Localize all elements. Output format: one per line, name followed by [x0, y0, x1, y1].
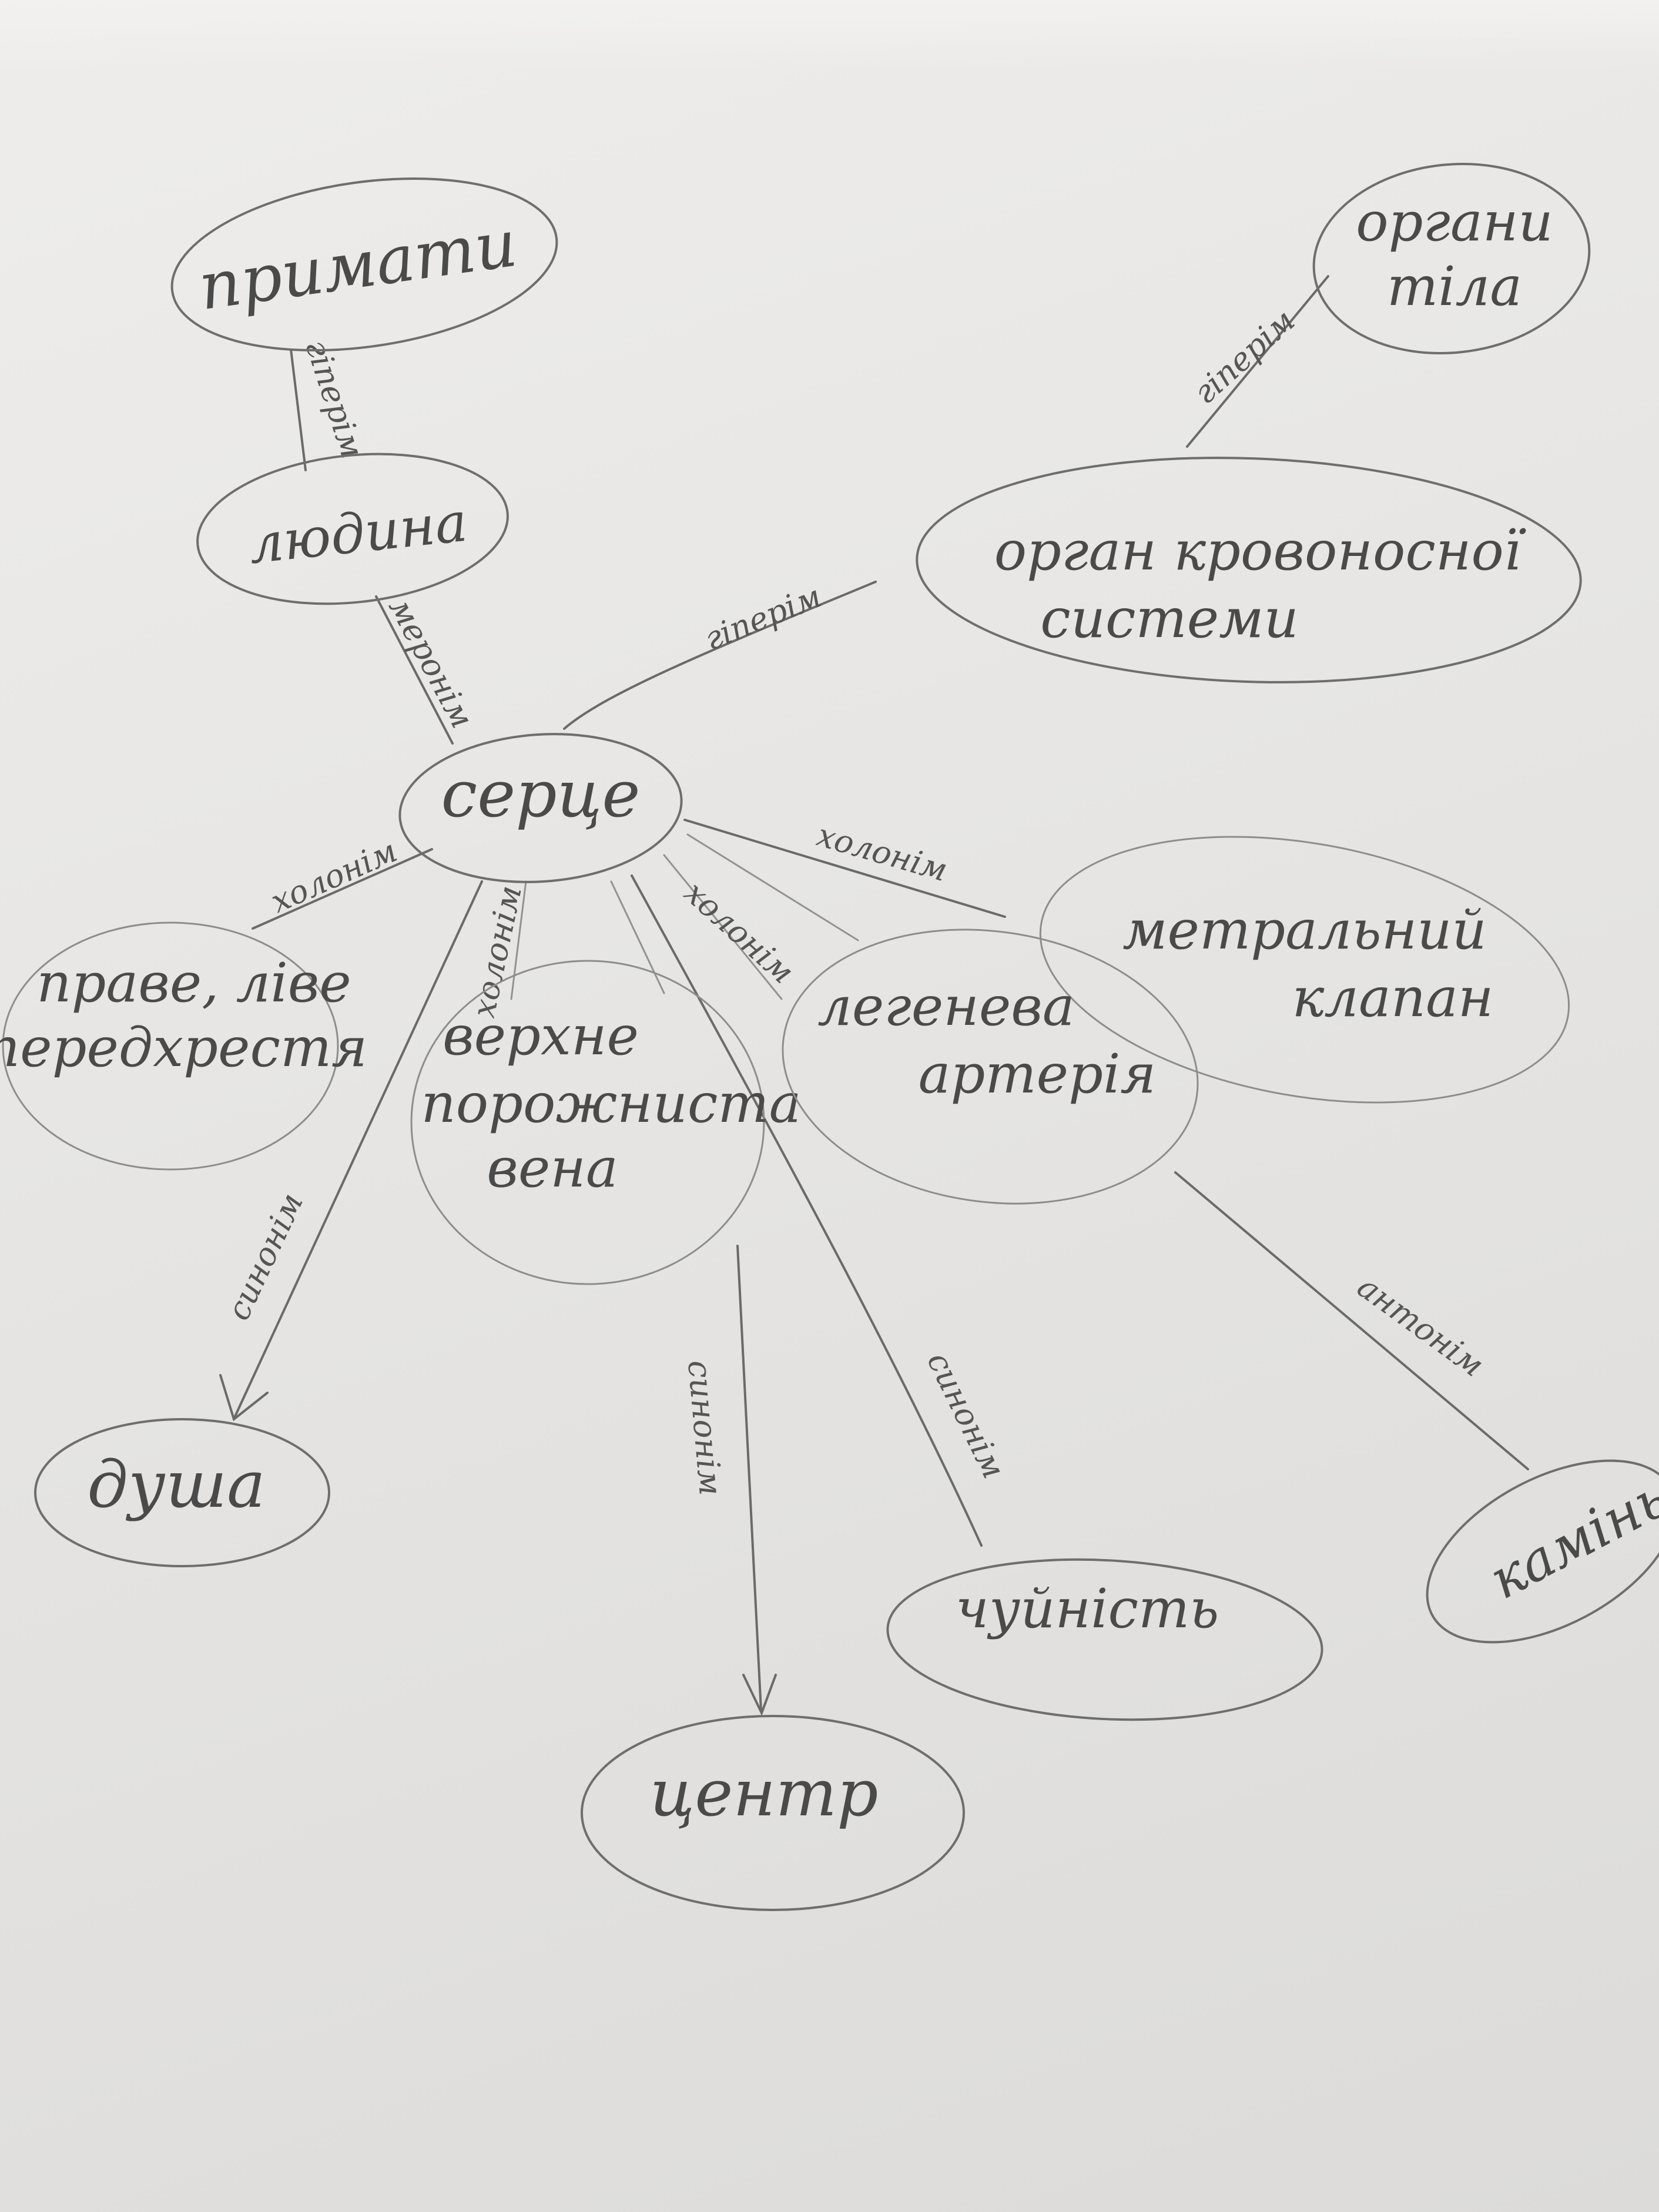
edge-label-synonim-3: синонім	[920, 1346, 1013, 1484]
edge-sertse-mitralnyi	[683, 819, 1006, 918]
edge-label-meronim: меронім	[381, 592, 481, 735]
node-outline	[1426, 1459, 1659, 1644]
node-label: примати	[194, 206, 521, 324]
node-mitralnyi: метральний клапан	[1039, 836, 1570, 1104]
edge-label-synonim-1: синонім	[220, 1187, 311, 1326]
node-outline	[916, 457, 1582, 683]
node-outline	[34, 1418, 330, 1567]
node-label-line-1: праве, ліве	[36, 951, 351, 1014]
edge-orhan-orhany	[1186, 275, 1329, 448]
node-label-line-2: порожниста	[421, 1072, 802, 1135]
node-label-line-1: органи	[1356, 190, 1553, 253]
node-liudyna: людина	[196, 453, 509, 605]
node-orhan-krovonosnoi: орган кровоносної системи	[916, 457, 1582, 683]
edge-label-synonim-2: синонім	[681, 1359, 729, 1497]
edge-label-hiperonim-2: гіперім	[699, 578, 826, 658]
edge-sertse-lehenieva	[686, 833, 859, 941]
edge-label-hiperonim-3: гіперім	[1187, 302, 1302, 411]
node-outline	[886, 1558, 1323, 1721]
paper-edge	[0, 0, 1659, 71]
node-label: серце	[441, 756, 641, 832]
node-outline	[196, 453, 509, 605]
node-orhany-tila: органи тіла	[1312, 162, 1591, 355]
node-label-line-1: верхне	[443, 1004, 639, 1067]
edge-label-antonim: антонім	[1350, 1268, 1491, 1384]
node-kamin: камінь	[1426, 1459, 1659, 1644]
node-primaty: примати	[170, 177, 558, 352]
node-outline	[1312, 162, 1591, 355]
edge-lehenieva-kamin	[1174, 1171, 1529, 1470]
edge-label-kholonim-1: холонім	[813, 816, 951, 889]
node-sertse: серце	[398, 733, 683, 883]
node-label-line-1: метральний	[1122, 899, 1486, 961]
node-prave-live: праве, ліве передхрестя	[0, 921, 367, 1171]
node-label-line-3: вена	[487, 1137, 618, 1199]
node-label: центр	[649, 1755, 878, 1831]
edge-sertse-verkhnia	[510, 880, 527, 1000]
node-label-line-2: тіла	[1387, 255, 1522, 318]
node-label-line-1: легенева	[817, 975, 1074, 1038]
node-outline	[2, 921, 339, 1171]
node-label: камінь	[1479, 1466, 1659, 1611]
edge-label-kholonim-2: холонім	[265, 832, 402, 920]
node-lehenieva: легенева артерія	[782, 929, 1199, 1205]
node-outline	[581, 1715, 965, 1911]
node-outline	[1039, 836, 1570, 1104]
node-tsentr: центр	[581, 1715, 965, 1911]
node-outline	[782, 929, 1199, 1205]
node-label: чуйність	[956, 1577, 1219, 1640]
edge-label-hiperonim-1: гіперім	[298, 335, 371, 462]
node-label-line-1: орган кровоносної	[994, 520, 1526, 582]
node-label-line-2: передхрестя	[0, 1016, 367, 1079]
edge-primaty-liudyna	[290, 348, 307, 471]
edges	[219, 275, 1529, 1717]
node-label: людина	[246, 491, 470, 576]
edge-sertse-orhan	[563, 581, 877, 730]
node-label-line-2: клапан	[1292, 966, 1493, 1029]
arrow-head-dusha	[219, 1374, 269, 1422]
node-outline	[398, 733, 683, 883]
edge-label-kholonim-3: холонім	[465, 882, 529, 1021]
edge-sertse-lehenieva-2	[663, 854, 783, 1000]
edge-liudyna-sertse	[375, 595, 454, 745]
edge-verkhnia-tsentr	[736, 1245, 762, 1711]
edge-sertse-prave	[252, 848, 433, 930]
node-label-line-2: системи	[1040, 587, 1299, 650]
edge-sertse-verkhnia-2	[610, 880, 665, 994]
edge-sertse-chuinist	[631, 874, 983, 1547]
node-label: душа	[87, 1447, 265, 1522]
node-outline	[170, 177, 558, 352]
nodes: примати людина органи тіла орган кровоно…	[0, 162, 1659, 1911]
edge-sertse-dusha	[234, 880, 483, 1417]
node-label-line-2: артерія	[919, 1043, 1157, 1105]
node-chuinist: чуйність	[886, 1558, 1323, 1721]
node-verkhnia-vena: верхне порожниста вена	[410, 960, 802, 1285]
edge-label-kholonim-4: холонім	[677, 874, 801, 991]
node-dusha: душа	[34, 1418, 330, 1567]
node-outline	[410, 960, 765, 1285]
arrow-head-tsentr	[742, 1674, 777, 1717]
